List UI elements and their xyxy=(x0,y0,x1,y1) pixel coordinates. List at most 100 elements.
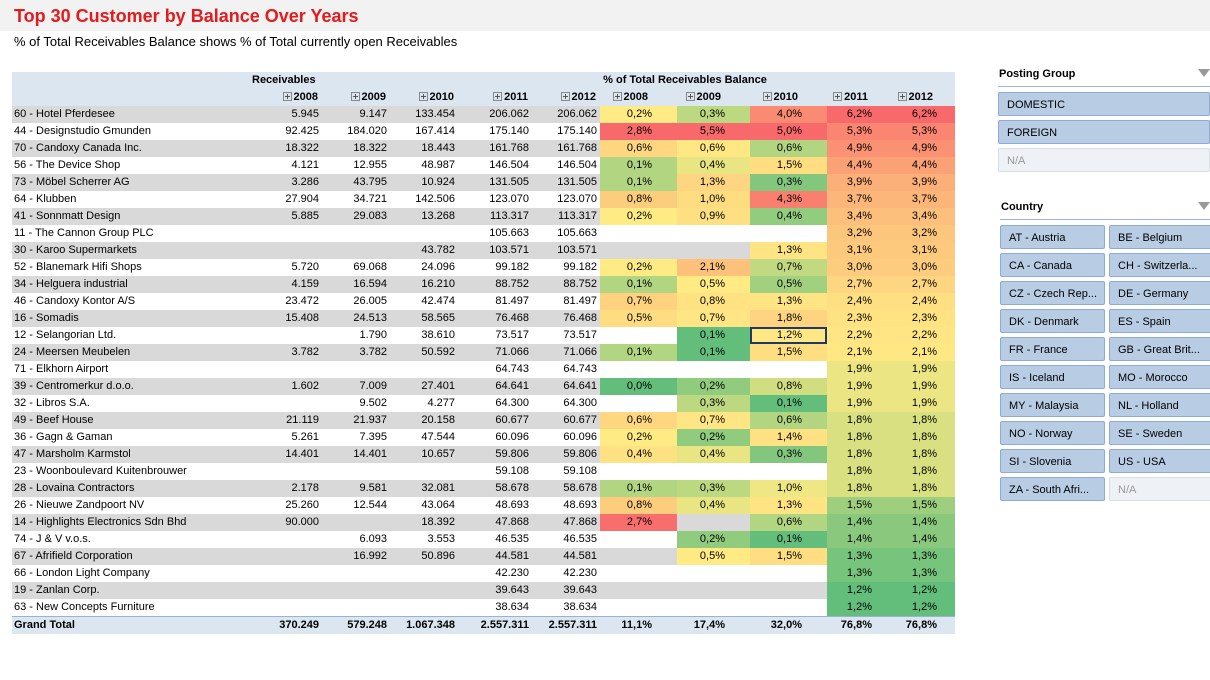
value-cell: 103.571 xyxy=(489,244,529,256)
value-cell: 27.904 xyxy=(285,193,319,205)
value-cell: 3,9% xyxy=(890,174,955,191)
value-cell: 46.535 xyxy=(563,533,597,545)
value-cell: 1,5% xyxy=(890,497,955,514)
value-cell: 1,8% xyxy=(827,480,890,497)
value-cell: 0,1% xyxy=(600,480,677,497)
value-cell: 0,5% xyxy=(600,310,677,327)
expand-icon[interactable] xyxy=(833,91,843,101)
slicer-button[interactable]: CH - Switzerla... xyxy=(1109,253,1210,277)
value-cell: 142.506 xyxy=(415,193,455,205)
slicer-button[interactable]: SI - Slovenia xyxy=(1000,449,1105,473)
value-cell: 64.743 xyxy=(495,363,529,375)
expand-icon[interactable] xyxy=(493,91,503,101)
slicer-button[interactable]: IS - Iceland xyxy=(1000,365,1105,389)
expand-icon[interactable] xyxy=(685,91,695,101)
value-cell: 60.677 xyxy=(563,414,597,426)
value-cell: 42.230 xyxy=(563,567,597,579)
value-cell: 0,8% xyxy=(750,378,827,395)
customer-name: 28 - Lovaina Contractors xyxy=(14,482,135,494)
value-cell: 1,2% xyxy=(890,599,955,616)
value-cell: 10.924 xyxy=(421,176,455,188)
value-cell: 48.987 xyxy=(421,159,455,171)
column-header: 2010 xyxy=(750,89,827,106)
value-cell: 0,0% xyxy=(600,378,677,395)
value-cell: 47.544 xyxy=(421,431,455,443)
value-cell: 5.261 xyxy=(291,431,319,443)
slicer-button[interactable]: CZ - Czech Rep... xyxy=(1000,281,1105,305)
value-cell: 88.752 xyxy=(495,278,529,290)
value-cell: 1,0% xyxy=(677,191,750,208)
slicer-button[interactable]: NO - Norway xyxy=(1000,421,1105,445)
value-cell: 0,1% xyxy=(750,531,827,548)
value-cell: 71.066 xyxy=(563,346,597,358)
filter-icon[interactable] xyxy=(1198,69,1210,77)
value-cell: 38.610 xyxy=(421,329,455,341)
value-cell: 64.641 xyxy=(563,380,597,392)
customer-name: 12 - Selangorian Ltd. xyxy=(14,329,117,341)
expand-icon[interactable] xyxy=(350,91,360,101)
slicer-button[interactable]: NL - Holland xyxy=(1109,393,1210,417)
value-cell: 3,1% xyxy=(890,242,955,259)
filter-icon[interactable] xyxy=(1198,202,1210,210)
expand-icon[interactable] xyxy=(560,91,570,101)
slicer-button[interactable]: FR - France xyxy=(1000,337,1105,361)
expand-icon[interactable] xyxy=(612,91,622,101)
value-cell: 0,1% xyxy=(600,174,677,191)
value-cell: 1.602 xyxy=(291,380,319,392)
value-cell: 3,7% xyxy=(890,191,955,208)
value-cell: 5,3% xyxy=(890,123,955,140)
slicer-button[interactable]: MO - Morocco xyxy=(1109,365,1210,389)
slicer-button[interactable]: ES - Spain xyxy=(1109,309,1210,333)
value-cell: 175.140 xyxy=(557,125,597,137)
slicer-button[interactable]: N/A xyxy=(1109,477,1210,501)
value-cell: 27.401 xyxy=(421,380,455,392)
value-cell: 29.083 xyxy=(353,210,387,222)
value-cell: 64.300 xyxy=(563,397,597,409)
value-cell: 99.182 xyxy=(563,261,597,273)
table-row: 36 - Gagn & Gaman 5.261 7.395 47.544 60.096 6… xyxy=(12,429,955,446)
year: 2008 xyxy=(623,91,648,103)
table-row: 14 - Highlights Electronics Sdn Bhd 90.00… xyxy=(12,514,955,531)
value-cell: 7.395 xyxy=(359,431,387,443)
slicer-button[interactable]: DE - Germany xyxy=(1109,281,1210,305)
value-cell: 1,3% xyxy=(750,242,827,259)
slicer-button[interactable]: BE - Belgium xyxy=(1109,225,1210,249)
expand-icon[interactable] xyxy=(897,91,907,101)
value-cell: 0,2% xyxy=(677,378,750,395)
total-value: 370.249 xyxy=(279,619,319,631)
slicer-button[interactable]: MY - Malaysia xyxy=(1000,393,1105,417)
value-cell: 0,2% xyxy=(677,429,750,446)
slicer-button[interactable]: ZA - South Afri... xyxy=(1000,477,1105,501)
slicer-button[interactable]: FOREIGN xyxy=(998,120,1210,144)
value-cell: 4,4% xyxy=(890,157,955,174)
value-cell: 10.657 xyxy=(421,448,455,460)
customer-name: 24 - Meersen Meubelen xyxy=(14,346,131,358)
customer-name: 30 - Karoo Supermarkets xyxy=(14,244,137,256)
slicer-button[interactable]: SE - Sweden xyxy=(1109,421,1210,445)
subtitle: % of Total Receivables Balance shows % o… xyxy=(14,34,458,49)
value-cell: 39.643 xyxy=(495,584,529,596)
customer-name: 74 - J & V v.o.s. xyxy=(14,533,91,545)
slicer-button[interactable]: GB - Great Brit... xyxy=(1109,337,1210,361)
expand-icon[interactable] xyxy=(762,91,772,101)
customer-name: 60 - Hotel Pferdesee xyxy=(14,108,115,120)
slicer-button[interactable]: US - USA xyxy=(1109,449,1210,473)
customer-name: 63 - New Concepts Furniture xyxy=(14,601,155,613)
value-cell: 5,3% xyxy=(827,123,890,140)
slicer-button[interactable]: N/A xyxy=(998,148,1210,172)
value-cell: 0,1% xyxy=(677,327,750,344)
total-value: 579.248 xyxy=(347,619,387,631)
slicer-button[interactable]: DK - Denmark xyxy=(1000,309,1105,333)
slicer-title: Country xyxy=(1001,201,1044,213)
slicer-button[interactable]: DOMESTIC xyxy=(998,92,1210,116)
slicer-button[interactable]: CA - Canada xyxy=(1000,253,1105,277)
value-cell: 1,9% xyxy=(890,395,955,412)
slicer-button[interactable]: AT - Austria xyxy=(1000,225,1105,249)
customer-name: 52 - Blanemark Hifi Shops xyxy=(14,261,142,273)
value-cell: 2,8% xyxy=(600,123,677,140)
expand-icon[interactable] xyxy=(418,91,428,101)
expand-icon[interactable] xyxy=(282,91,292,101)
value-cell: 4,3% xyxy=(750,191,827,208)
table-row: 47 - Marsholm Karmstol 14.401 14.401 10.657… xyxy=(12,446,955,463)
